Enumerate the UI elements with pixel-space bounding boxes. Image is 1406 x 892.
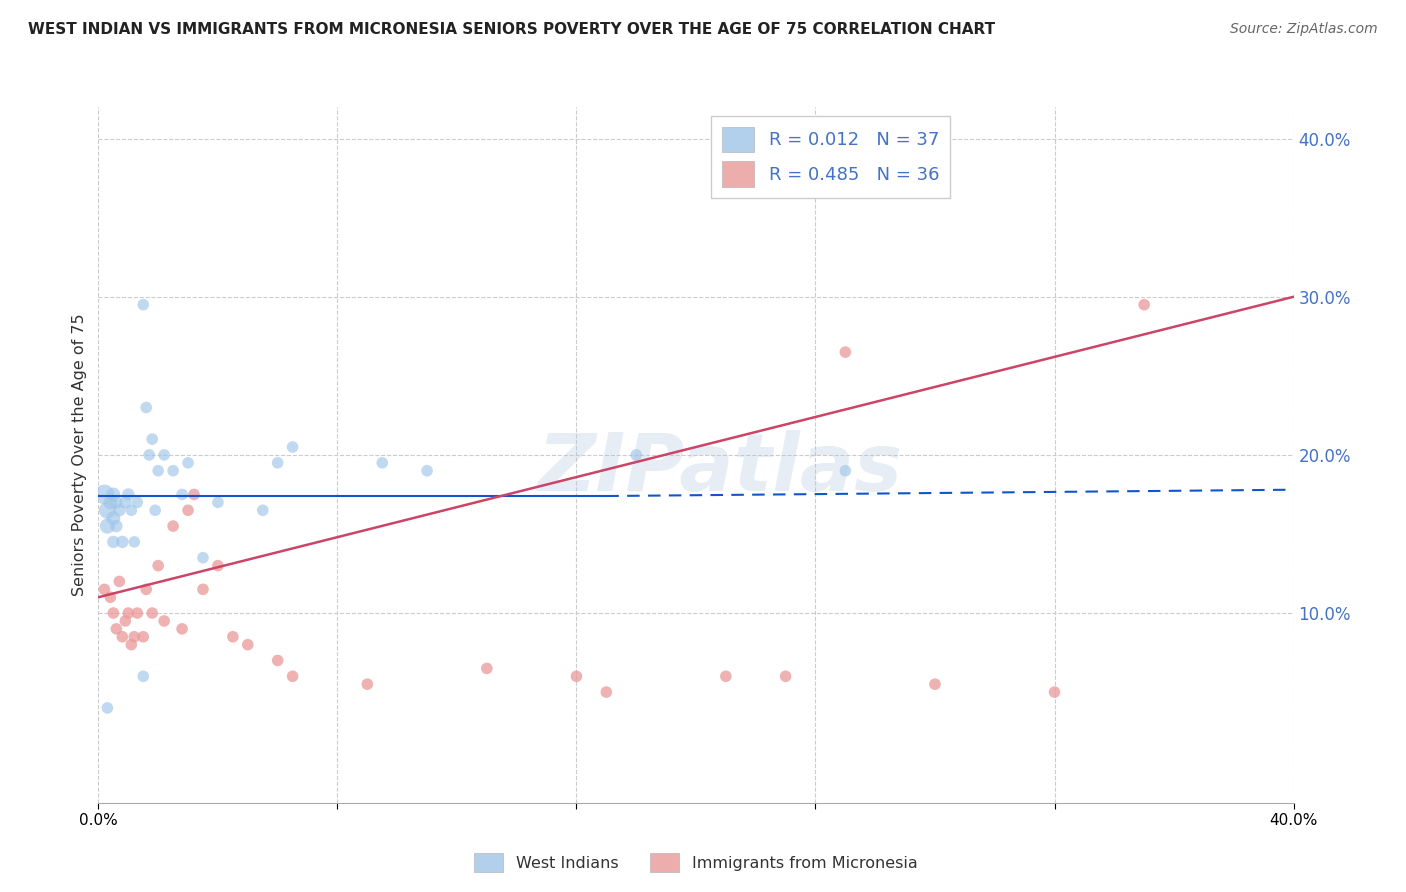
- Point: [416, 464, 439, 478]
- Point: [1133, 298, 1156, 312]
- Legend: West Indians, Immigrants from Micronesia: West Indians, Immigrants from Micronesia: [468, 847, 924, 879]
- Point: [162, 464, 184, 478]
- Point: [924, 677, 946, 691]
- Text: Source: ZipAtlas.com: Source: ZipAtlas.com: [1230, 22, 1378, 37]
- Point: [191, 550, 214, 565]
- Point: [565, 669, 588, 683]
- Point: [138, 448, 160, 462]
- Point: [141, 432, 163, 446]
- Point: [595, 685, 617, 699]
- Point: [114, 614, 136, 628]
- Point: [135, 582, 157, 597]
- Point: [93, 487, 115, 501]
- Point: [105, 622, 128, 636]
- Point: [475, 661, 498, 675]
- Point: [143, 503, 166, 517]
- Point: [103, 511, 125, 525]
- Point: [96, 701, 118, 715]
- Point: [117, 606, 139, 620]
- Point: [252, 503, 274, 517]
- Point: [191, 582, 214, 597]
- Point: [117, 487, 139, 501]
- Point: [183, 487, 205, 501]
- Point: [135, 401, 157, 415]
- Point: [172, 487, 194, 501]
- Point: [162, 519, 184, 533]
- Point: [267, 653, 290, 667]
- Point: [96, 503, 118, 517]
- Point: [207, 558, 229, 573]
- Point: [127, 606, 149, 620]
- Point: [132, 669, 155, 683]
- Point: [177, 503, 200, 517]
- Point: [93, 582, 115, 597]
- Point: [153, 614, 176, 628]
- Point: [124, 534, 146, 549]
- Text: ZIPatlas: ZIPatlas: [537, 430, 903, 508]
- Point: [834, 345, 856, 359]
- Point: [103, 487, 125, 501]
- Point: [834, 464, 856, 478]
- Point: [1043, 685, 1066, 699]
- Y-axis label: Seniors Poverty Over the Age of 75: Seniors Poverty Over the Age of 75: [72, 314, 87, 596]
- Point: [132, 630, 155, 644]
- Point: [281, 440, 304, 454]
- Point: [127, 495, 149, 509]
- Point: [222, 630, 245, 644]
- Point: [98, 495, 122, 509]
- Point: [111, 630, 134, 644]
- Point: [141, 606, 163, 620]
- Point: [281, 669, 304, 683]
- Point: [371, 456, 394, 470]
- Point: [148, 464, 170, 478]
- Point: [120, 638, 142, 652]
- Point: [98, 591, 122, 605]
- Point: [96, 519, 118, 533]
- Point: [624, 448, 647, 462]
- Point: [108, 574, 131, 589]
- Point: [177, 456, 200, 470]
- Point: [114, 495, 136, 509]
- Point: [103, 606, 125, 620]
- Point: [267, 456, 290, 470]
- Point: [148, 558, 170, 573]
- Point: [356, 677, 378, 691]
- Point: [775, 669, 797, 683]
- Point: [236, 638, 259, 652]
- Point: [714, 669, 737, 683]
- Point: [132, 298, 155, 312]
- Point: [111, 534, 134, 549]
- Point: [103, 534, 125, 549]
- Point: [120, 503, 142, 517]
- Text: WEST INDIAN VS IMMIGRANTS FROM MICRONESIA SENIORS POVERTY OVER THE AGE OF 75 COR: WEST INDIAN VS IMMIGRANTS FROM MICRONESI…: [28, 22, 995, 37]
- Point: [124, 630, 146, 644]
- Point: [153, 448, 176, 462]
- Point: [172, 622, 194, 636]
- Point: [207, 495, 229, 509]
- Point: [105, 519, 128, 533]
- Point: [105, 495, 128, 509]
- Point: [108, 503, 131, 517]
